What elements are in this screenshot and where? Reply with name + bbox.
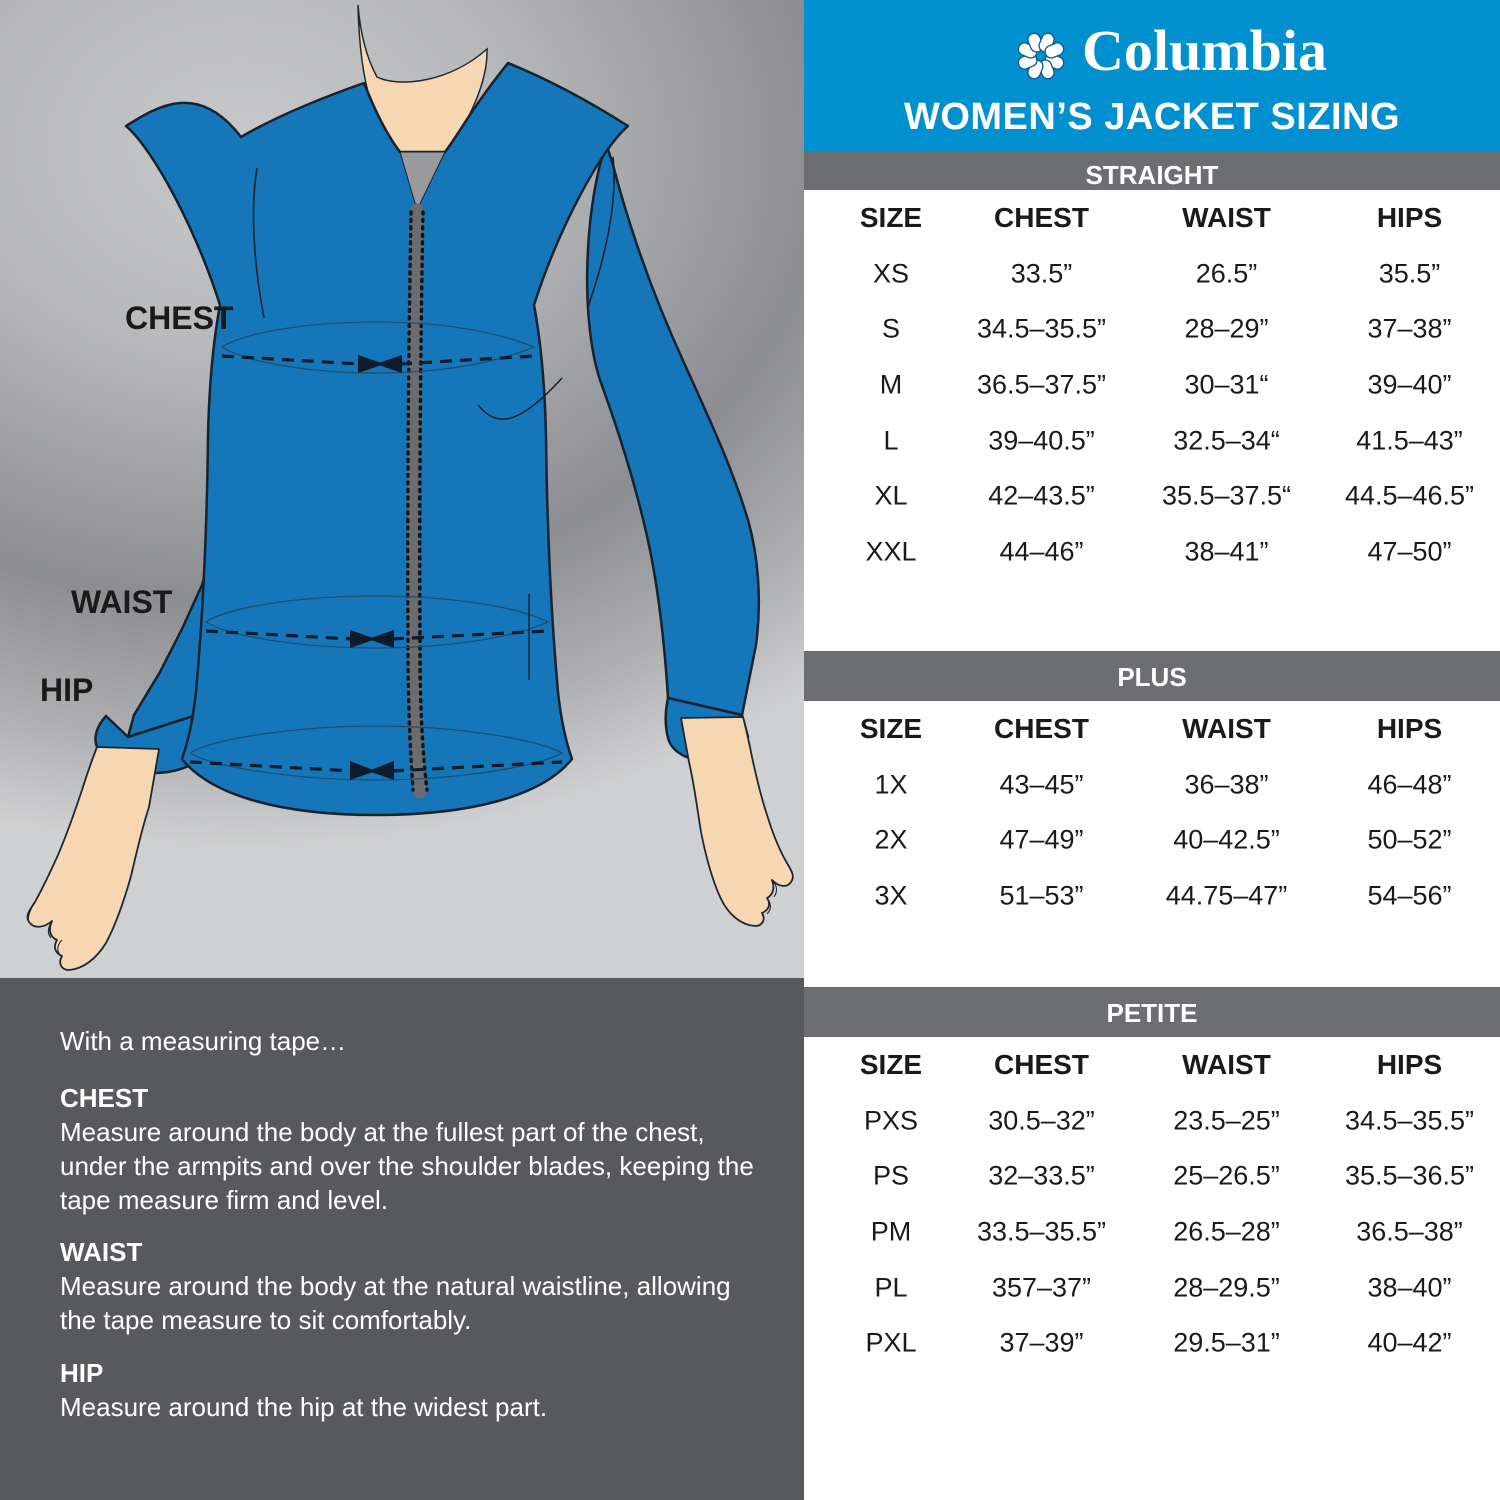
svg-text:Columbia: Columbia <box>1082 18 1327 83</box>
